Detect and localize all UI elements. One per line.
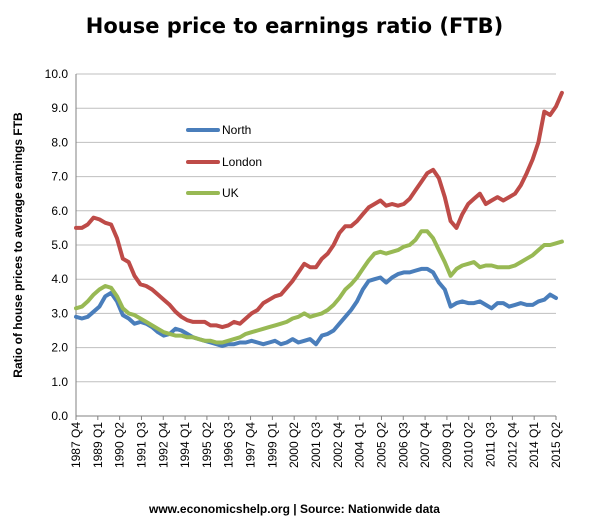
series-line-uk [74, 229, 564, 345]
x-tick-label: 2011 Q3 [484, 422, 498, 467]
x-tick-label: 1990 Q2 [113, 422, 127, 468]
y-tick-label: 2.0 [51, 341, 68, 355]
y-tick-label: 4.0 [51, 272, 68, 286]
y-tick-label: 0.0 [51, 409, 68, 423]
series-line-london [74, 90, 564, 330]
x-tick-label: 2009 Q1 [440, 422, 454, 468]
y-tick-label: 10.0 [45, 67, 69, 81]
y-tick-label: 9.0 [51, 101, 68, 115]
x-tick-label: 1987 Q4 [69, 422, 83, 468]
source-footer: www.economicshelp.org | Source: Nationwi… [149, 502, 440, 516]
x-tick-label: 1989 Q1 [91, 422, 105, 468]
x-tick-label: 2006 Q3 [396, 422, 410, 468]
y-tick-label: 5.0 [51, 238, 68, 252]
y-tick-label: 1.0 [51, 375, 68, 389]
x-tick-label: 1994 Q1 [178, 422, 192, 468]
x-tick-label: 1992 Q4 [156, 422, 170, 468]
x-tick-label: 2000 Q2 [287, 422, 301, 468]
x-tick-label: 2010 Q2 [462, 422, 476, 468]
y-tick-label: 6.0 [51, 204, 68, 218]
x-tick-label: 2007 Q4 [418, 422, 432, 468]
x-tick-label: 1997 Q4 [244, 422, 258, 468]
legend-label-uk: UK [222, 186, 239, 200]
x-tick-label: 2002 Q4 [331, 422, 345, 468]
chart-title: House price to earnings ratio (FTB) [85, 14, 504, 38]
x-tick-label: 1999 Q1 [265, 422, 279, 468]
series-line-north [74, 266, 558, 348]
x-tick-label: 1991 Q3 [134, 422, 148, 468]
x-tick-label: 1995 Q2 [200, 422, 214, 468]
y-tick-label: 8.0 [51, 135, 68, 149]
x-tick-label: 2012 Q4 [505, 422, 519, 468]
legend-label-north: North [222, 123, 251, 137]
y-axis-title: Ratio of house prices to average earning… [11, 112, 25, 378]
legend-label-london: London [222, 155, 262, 169]
x-tick-label: 2014 Q1 [527, 422, 541, 468]
x-tick-label: 2004 Q1 [353, 422, 367, 468]
x-tick-label: 2015 Q2 [549, 422, 563, 468]
x-tick-label: 2001 Q3 [309, 422, 323, 468]
y-tick-label: 3.0 [51, 306, 68, 320]
y-tick-label: 7.0 [51, 170, 68, 184]
x-tick-label: 2005 Q2 [374, 422, 388, 468]
x-tick-label: 1996 Q3 [222, 422, 236, 468]
